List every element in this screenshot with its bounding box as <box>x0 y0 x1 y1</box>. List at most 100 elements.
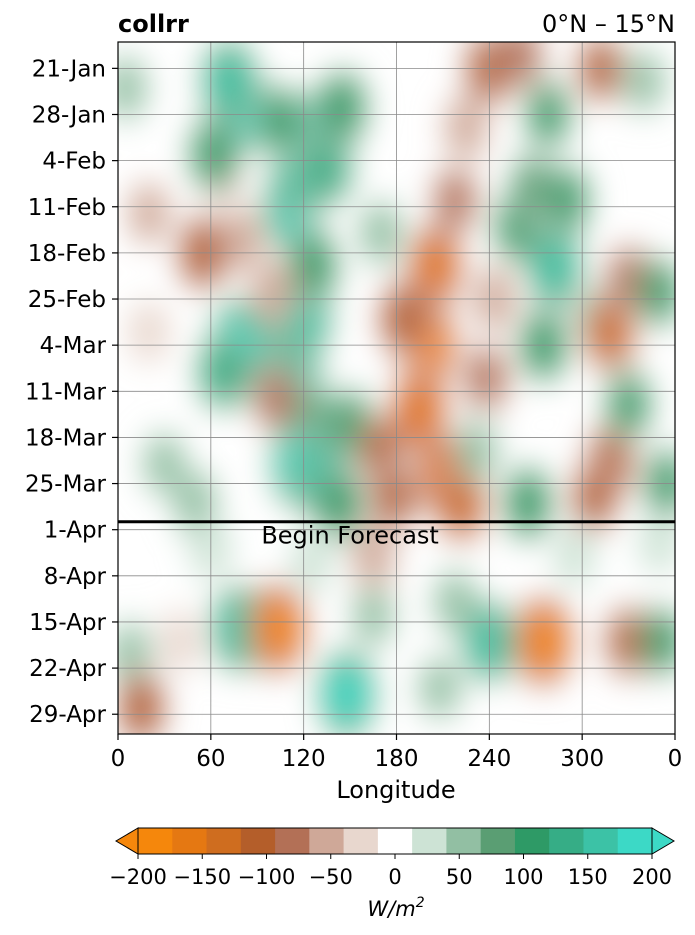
feature-ring <box>524 611 563 672</box>
colorbar-tick-label: 50 <box>446 865 473 889</box>
grid-lines <box>117 42 676 734</box>
heatmap-feature <box>640 511 675 575</box>
heatmap-feature <box>197 330 250 413</box>
feature-ring <box>320 473 359 534</box>
heatmap-feature <box>253 362 299 434</box>
heatmap-feature <box>463 342 509 414</box>
colorbar-segment <box>583 828 619 854</box>
chart-title: collrr <box>118 10 189 38</box>
y-tick-label: 29-Apr <box>29 702 106 728</box>
heatmap-feature <box>570 458 619 535</box>
colorbar-tick-label: 100 <box>503 865 543 889</box>
heatmap-feature <box>248 581 307 676</box>
feature-ring <box>421 658 458 717</box>
feature-ring <box>261 91 300 151</box>
feature-ring <box>548 170 586 230</box>
feature-ring <box>582 42 620 98</box>
x-tick-label: 60 <box>196 746 225 772</box>
colorbar-segment <box>480 828 516 854</box>
feature-ring <box>354 525 393 587</box>
feature-ring <box>591 302 629 362</box>
colorbar-segment <box>377 828 413 854</box>
heatmap-feature <box>514 594 573 689</box>
feature-ring <box>575 467 614 527</box>
heatmap-feature <box>220 205 264 274</box>
heatmap-feature <box>189 114 239 194</box>
feature-ring <box>501 42 540 86</box>
feature-ring <box>416 235 454 297</box>
feature-ring <box>447 97 485 158</box>
colorbar-segment <box>617 828 653 854</box>
colorbar-unit: W/m2 <box>367 895 424 921</box>
heatmap-feature <box>432 164 478 236</box>
feature-ring <box>535 235 574 297</box>
heatmap-feature <box>623 49 665 114</box>
feature-ring <box>258 598 297 659</box>
heatmap-feature <box>353 583 394 648</box>
y-tick-label: 28-Jan <box>32 102 106 128</box>
heatmap-feature <box>604 603 653 680</box>
feature-ring <box>400 380 439 442</box>
y-axis-ticks: 21-Jan 28-Jan 4-Feb 11-Feb 18-Feb 25-Feb 4-Mar… <box>25 56 118 728</box>
y-tick-label: 4-Mar <box>40 333 107 359</box>
heatmap-feature <box>160 610 200 673</box>
colorbar-tick-label: 0 <box>388 865 401 889</box>
y-tick-label: 25-Feb <box>28 287 106 313</box>
feature-ring <box>610 612 648 672</box>
colorbar-tick-label: −100 <box>238 865 296 889</box>
y-tick-label: 11-Mar <box>25 379 107 405</box>
y-tick-label: 18-Mar <box>25 425 107 451</box>
colorbar-tick-label: −200 <box>109 865 167 889</box>
heatmap-feature <box>503 464 553 543</box>
colorbar-segment <box>412 828 447 854</box>
feature-ring <box>513 156 552 218</box>
feature-ring <box>328 664 366 725</box>
y-tick-label: 18-Feb <box>28 241 106 267</box>
latitude-range: 0°N – 15°N <box>542 10 675 38</box>
heatmap-feature <box>577 42 624 106</box>
feature-ring <box>122 677 161 734</box>
heatmap-feature <box>118 54 147 122</box>
colorbar-segment <box>446 828 482 854</box>
heatmap-feature <box>128 181 170 246</box>
heatmap-feature <box>527 222 582 310</box>
heatmap-feature <box>301 125 353 209</box>
y-tick-label: 8-Apr <box>44 564 107 590</box>
feature-ring <box>291 531 331 594</box>
feature-ring <box>436 572 474 632</box>
feature-ring <box>130 184 168 243</box>
heatmap-feature <box>291 531 331 594</box>
colorbar-tick-label: −50 <box>309 865 353 889</box>
heatmap-feature <box>287 225 339 307</box>
x-tick-label: 180 <box>375 746 419 772</box>
feature-ring <box>554 524 594 588</box>
colorbar-tick-label: −150 <box>173 865 231 889</box>
colorbar-segment <box>138 828 173 854</box>
colorbar-segment <box>309 828 345 854</box>
heatmap-feature <box>379 278 430 359</box>
heatmap-feature <box>256 83 305 160</box>
feature-ring <box>374 467 412 527</box>
feature-ring <box>219 598 258 659</box>
feature-ring <box>362 203 400 263</box>
x-tick-label: 0 <box>668 746 683 772</box>
feature-ring <box>176 473 215 534</box>
feature-ring <box>436 169 475 231</box>
heatmap-feature <box>144 431 185 497</box>
colorbar-segment <box>514 828 550 854</box>
feature-ring <box>293 235 332 297</box>
heatmap-feature <box>639 604 675 679</box>
feature-ring <box>210 51 249 112</box>
heatmap-feature <box>351 521 395 591</box>
feature-ring <box>355 586 392 645</box>
feature-ring <box>118 58 145 118</box>
heatmap-feature <box>369 458 418 535</box>
heatmap-feature <box>357 412 405 489</box>
feature-ring <box>640 511 675 575</box>
feature-ring <box>644 612 675 672</box>
x-tick-label: 120 <box>282 746 326 772</box>
heatmap-feature <box>407 222 463 310</box>
feature-ring <box>641 263 675 322</box>
feature-ring <box>223 209 261 270</box>
